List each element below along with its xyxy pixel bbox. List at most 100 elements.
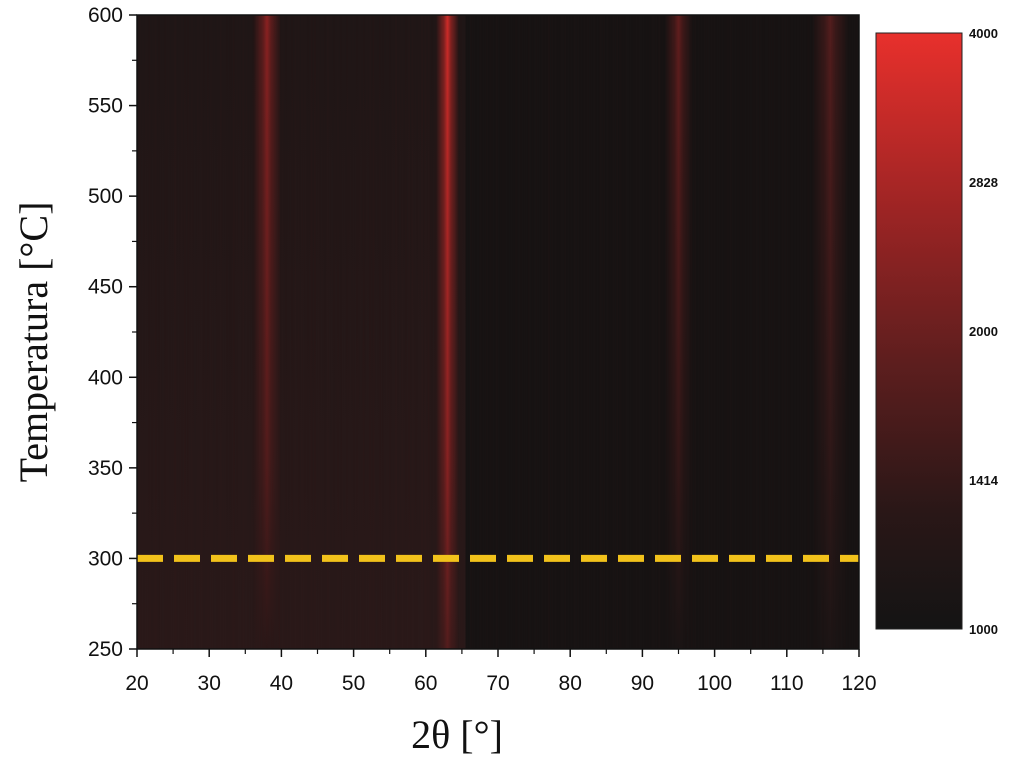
heatmap-streak [525, 15, 528, 649]
heatmap-streak [606, 15, 609, 649]
x-tick-label: 30 [198, 672, 221, 695]
x-tick-label: 20 [125, 672, 148, 695]
heatmap-streak [609, 15, 612, 649]
heatmap-streak [590, 15, 593, 649]
heatmap-streak [479, 15, 482, 649]
heatmap-streak [239, 15, 242, 649]
heatmap-streak [801, 15, 804, 649]
heatmap-streak [723, 15, 726, 649]
heatmap-streak [580, 15, 583, 649]
heatmap-streak [749, 15, 752, 649]
heatmap-streak [755, 15, 758, 649]
heatmap-streak [206, 15, 209, 649]
heatmap-streak [499, 15, 502, 649]
heatmap-streak [651, 15, 654, 649]
heatmap-streak [174, 15, 177, 649]
heatmap-streak [343, 15, 346, 649]
heatmap-streak [781, 15, 784, 649]
heatmap-streak [716, 15, 719, 649]
heatmap-streak [476, 15, 479, 649]
heatmap-streak [281, 15, 284, 649]
heatmap-streak [482, 15, 485, 649]
heatmap-streak [362, 15, 365, 649]
heatmap-streak [703, 15, 706, 649]
heatmap-streak [492, 15, 495, 649]
x-tick-label: 120 [841, 672, 876, 695]
heatmap-streak [411, 15, 414, 649]
colorbar-tick-label: 2000 [969, 324, 998, 339]
heatmap-peak-band [811, 15, 849, 649]
heatmap-streak [408, 15, 411, 649]
heatmap-streak [849, 15, 852, 649]
heatmap-streak [788, 15, 791, 649]
y-tick-label: 250 [88, 638, 123, 661]
heatmap-streak [547, 15, 550, 649]
heatmap-streak [625, 15, 628, 649]
heatmap-streak [157, 15, 160, 649]
heatmap-streak [726, 15, 729, 649]
heatmap-streak [336, 15, 339, 649]
heatmap-streak [804, 15, 807, 649]
heatmap-streak [466, 15, 469, 649]
heatmap-streak [346, 15, 349, 649]
heatmap-streak [167, 15, 170, 649]
heatmap-streak [232, 15, 235, 649]
y-tick-label: 400 [88, 366, 123, 389]
heatmap-streak [635, 15, 638, 649]
heatmap-streak [729, 15, 732, 649]
heatmap-streak [235, 15, 238, 649]
heatmap-streak [489, 15, 492, 649]
heatmap-streak [170, 15, 173, 649]
heatmap-streak [352, 15, 355, 649]
heatmap-streak [213, 15, 216, 649]
heatmap-streak [313, 15, 316, 649]
heatmap-streak [417, 15, 420, 649]
heatmap-streak [424, 15, 427, 649]
heatmap-streak [460, 15, 463, 649]
heatmap-streak [752, 15, 755, 649]
heatmap-streak [554, 15, 557, 649]
heatmap-streak [797, 15, 800, 649]
heatmap-streak [245, 15, 248, 649]
heatmap-streak [287, 15, 290, 649]
heatmap-streak [414, 15, 417, 649]
heatmap-streak [297, 15, 300, 649]
heatmap-streak [378, 15, 381, 649]
heatmap-streak [573, 15, 576, 649]
heatmap-streak [248, 15, 251, 649]
heatmap-streak [622, 15, 625, 649]
heatmap-streak [512, 15, 515, 649]
heatmap-streak [505, 15, 508, 649]
heatmap-streak [320, 15, 323, 649]
heatmap-streak [209, 15, 212, 649]
heatmap-streak [495, 15, 498, 649]
x-tick-label: 90 [631, 672, 654, 695]
heatmap-streak [768, 15, 771, 649]
y-axis: 250 300 350 400 450 500 550 600 [88, 4, 137, 661]
heatmap-streak [180, 15, 183, 649]
heatmap-streak [469, 15, 472, 649]
heatmap-streak [564, 15, 567, 649]
heatmap-streak [349, 15, 352, 649]
heatmap-plot-area [136, 14, 860, 650]
heatmap-streak [307, 15, 310, 649]
heatmap-streak [720, 15, 723, 649]
heatmap-streak [531, 15, 534, 649]
heatmap-streak [577, 15, 580, 649]
y-tick-label: 450 [88, 276, 123, 299]
heatmap-streak [619, 15, 622, 649]
heatmap-streak [421, 15, 424, 649]
heatmap-streak [365, 15, 368, 649]
heatmap-streak [148, 15, 151, 649]
heatmap-streak [567, 15, 570, 649]
heatmap-streak [177, 15, 180, 649]
heatmap-streak [388, 15, 391, 649]
heatmap-streak [632, 15, 635, 649]
heatmap-streak [655, 15, 658, 649]
heatmap-streak [707, 15, 710, 649]
y-axis-title: Temperatura [°C] [11, 202, 56, 483]
heatmap-streak [557, 15, 560, 649]
heatmap-streak [742, 15, 745, 649]
heatmap-streak [853, 15, 856, 649]
heatmap-streak [222, 15, 225, 649]
